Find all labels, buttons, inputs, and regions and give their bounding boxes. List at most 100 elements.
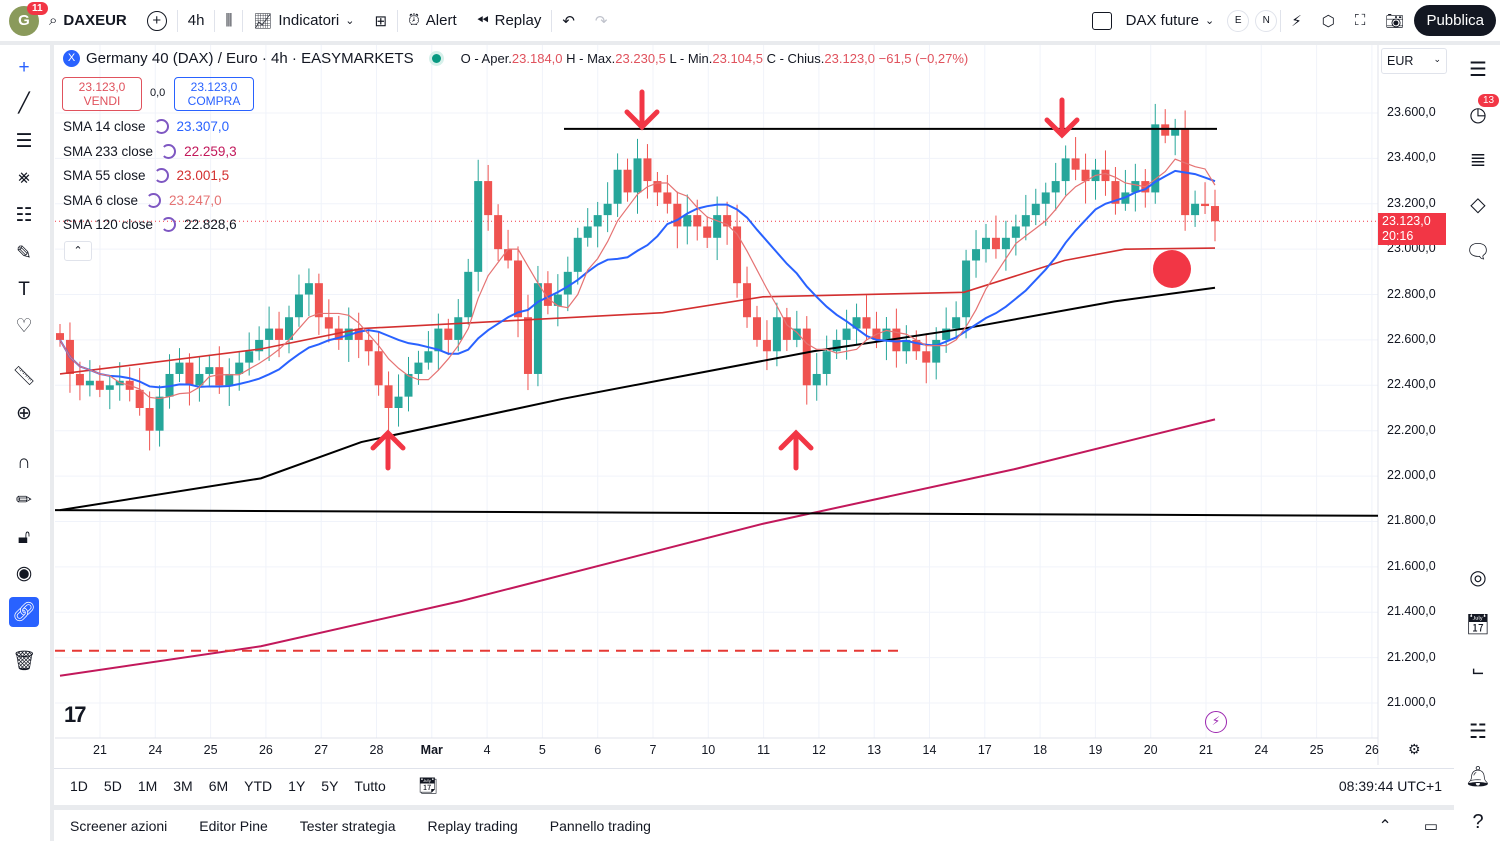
indicator-row[interactable]: SMA 120 close 22.828,6 (63, 217, 237, 233)
indicator-value: 23.247,0 (169, 192, 222, 208)
layout-button[interactable]: DAX future ⌄ (1082, 0, 1225, 41)
heart-icon[interactable]: ♡ (15, 315, 33, 337)
zoom-in-icon[interactable]: ⊕ (16, 402, 32, 424)
chat-icon[interactable]: 🗨︎ (1465, 240, 1491, 263)
snapshot-button[interactable]: 📷︎ (1375, 0, 1414, 41)
sell-button[interactable]: 23.123,0 VENDI (62, 77, 142, 111)
cycle-icon[interactable] (161, 143, 177, 159)
cycle-icon[interactable] (146, 192, 162, 208)
magnet-icon[interactable]: ∩ (17, 452, 31, 473)
eye-icon[interactable]: ◉ (15, 562, 33, 584)
chart-line-icon[interactable]: ⨽ (1472, 657, 1484, 680)
range-button[interactable]: 3M (173, 778, 193, 794)
range-button[interactable]: 1Y (288, 778, 306, 794)
bell-icon[interactable]: 🔔︎ (1465, 765, 1491, 788)
symbol-search[interactable]: ⌕ DAXEUR (39, 0, 137, 41)
indicator-row[interactable]: SMA 14 close 23.307,0 (63, 119, 229, 134)
chevron-up-icon[interactable]: ⌃ (1378, 817, 1392, 835)
replay-button[interactable]: ⏪︎ Replay (467, 0, 552, 41)
trash-icon[interactable]: 🗑︎ (11, 651, 37, 672)
chart-type-button[interactable]: ⫼ (215, 0, 242, 41)
maximize-panel-icon[interactable]: ▭ (1423, 817, 1438, 835)
candle-up (603, 203, 612, 216)
settings-button[interactable]: ⬡ (1312, 0, 1345, 41)
panel-tab[interactable]: Screener azioni (70, 817, 168, 834)
projection-icon[interactable]: ☷ (15, 204, 33, 226)
indicator-row[interactable]: SMA 233 close 22.259,3 (63, 143, 237, 159)
buy-button[interactable]: 23.123,0 COMPRA (174, 77, 254, 111)
indicator-row[interactable]: SMA 6 close 23.247,0 (63, 192, 222, 208)
tradingview-logo[interactable]: 17 (64, 702, 87, 727)
templates-button[interactable]: ⊞ (364, 0, 397, 41)
candle-up (225, 373, 234, 386)
pencil-lock-icon[interactable]: ✏ (16, 489, 32, 511)
compare-button[interactable]: + (137, 0, 177, 41)
broadcast-icon[interactable]: ☵ (1469, 720, 1487, 743)
range-button[interactable]: 5Y (321, 778, 339, 794)
avatar[interactable]: G 11 (9, 1, 48, 36)
redo-button[interactable]: ↷ (585, 0, 618, 41)
indicator-name: SMA 55 close (63, 168, 146, 184)
last-price-value: 23.123,0 (1382, 214, 1431, 228)
interval-button[interactable]: 4h (178, 0, 215, 41)
alert-button[interactable]: ⏰︎ Alert (398, 0, 467, 41)
target-icon[interactable]: ◎ (1469, 566, 1487, 589)
publish-button[interactable]: Pubblica (1414, 5, 1496, 36)
collapse-legend-button[interactable]: ⌃ (64, 241, 92, 261)
link-icon[interactable]: 🔗︎ (9, 597, 39, 627)
lightning-event-icon[interactable]: ⚡︎ (1205, 711, 1227, 733)
candle-up (573, 237, 582, 272)
lock-icon[interactable]: 🔓︎ (17, 527, 31, 548)
undo-button[interactable]: ↶ (552, 0, 585, 41)
clock[interactable]: 08:39:44 UTC+1 (1338, 778, 1442, 794)
e-button[interactable]: E (1224, 0, 1252, 41)
date-tick: 26 (1364, 743, 1379, 757)
range-button[interactable]: 6M (208, 778, 229, 794)
n-button[interactable]: N (1252, 0, 1280, 41)
chart-area[interactable] (54, 45, 1454, 805)
range-button[interactable]: 1M (137, 778, 158, 794)
fib-icon[interactable]: ☰ (15, 130, 33, 152)
indicators-icon: 📈︎ (253, 12, 273, 30)
quick-search-button[interactable]: ⚡︎ (1281, 0, 1312, 41)
text-icon[interactable]: T (18, 279, 30, 300)
currency-select[interactable]: EUR ⌄ (1381, 48, 1447, 74)
cycle-icon[interactable] (161, 217, 177, 233)
range-button[interactable]: 1D (70, 778, 88, 794)
panel-tab[interactable]: Pannello trading (549, 817, 651, 834)
candle-up (533, 283, 542, 374)
calendar-goto-icon[interactable]: 📆︎ (417, 778, 439, 795)
candle-down (743, 283, 752, 318)
add-list-icon[interactable]: ≣ (1469, 148, 1487, 171)
candle-up (105, 385, 114, 390)
brush-icon[interactable]: ✎ (16, 242, 32, 264)
watchlist-icon[interactable]: ☰ (1469, 58, 1487, 81)
layers-icon[interactable]: ◇ (1470, 193, 1486, 216)
crosshair-icon[interactable]: + (18, 57, 30, 78)
panel-tab[interactable]: Tester strategia (299, 817, 396, 834)
ruler-icon[interactable]: 📏︎ (11, 366, 37, 387)
axis-settings-icon[interactable]: ⚙ (1408, 741, 1421, 757)
calendar-icon[interactable]: 📅︎ (1465, 613, 1491, 636)
range-button[interactable]: YTD (244, 778, 273, 794)
fullscreen-button[interactable]: ⛶ (1345, 0, 1376, 41)
price-tick: 23.600,0 (1387, 105, 1436, 119)
candle-up (1061, 158, 1070, 182)
panel-tab[interactable]: Replay trading (427, 817, 518, 834)
cycle-icon[interactable] (153, 119, 169, 134)
range-button[interactable]: Tutto (354, 778, 386, 794)
indicator-row[interactable]: SMA 55 close 23.001,5 (63, 168, 229, 184)
alarm-clock-icon[interactable]: ◷ 13 (1464, 94, 1500, 128)
pattern-icon[interactable]: ⨳ (18, 167, 30, 188)
indicators-button[interactable]: 📈︎ Indicatori ⌄ (243, 0, 364, 41)
panel-tab[interactable]: Editor Pine (199, 817, 268, 834)
bottom-panel: Screener azioni Editor Pine Tester strateg… (54, 810, 1454, 841)
help-icon[interactable]: ? (1472, 810, 1484, 833)
close-value: 23.123,0 (824, 51, 876, 66)
range-button[interactable]: 5D (103, 778, 122, 794)
cycle-icon[interactable] (153, 168, 169, 184)
date-tick: 24 (148, 743, 163, 757)
candle-up (235, 362, 244, 374)
trendline-icon[interactable]: ╱ (18, 92, 30, 114)
